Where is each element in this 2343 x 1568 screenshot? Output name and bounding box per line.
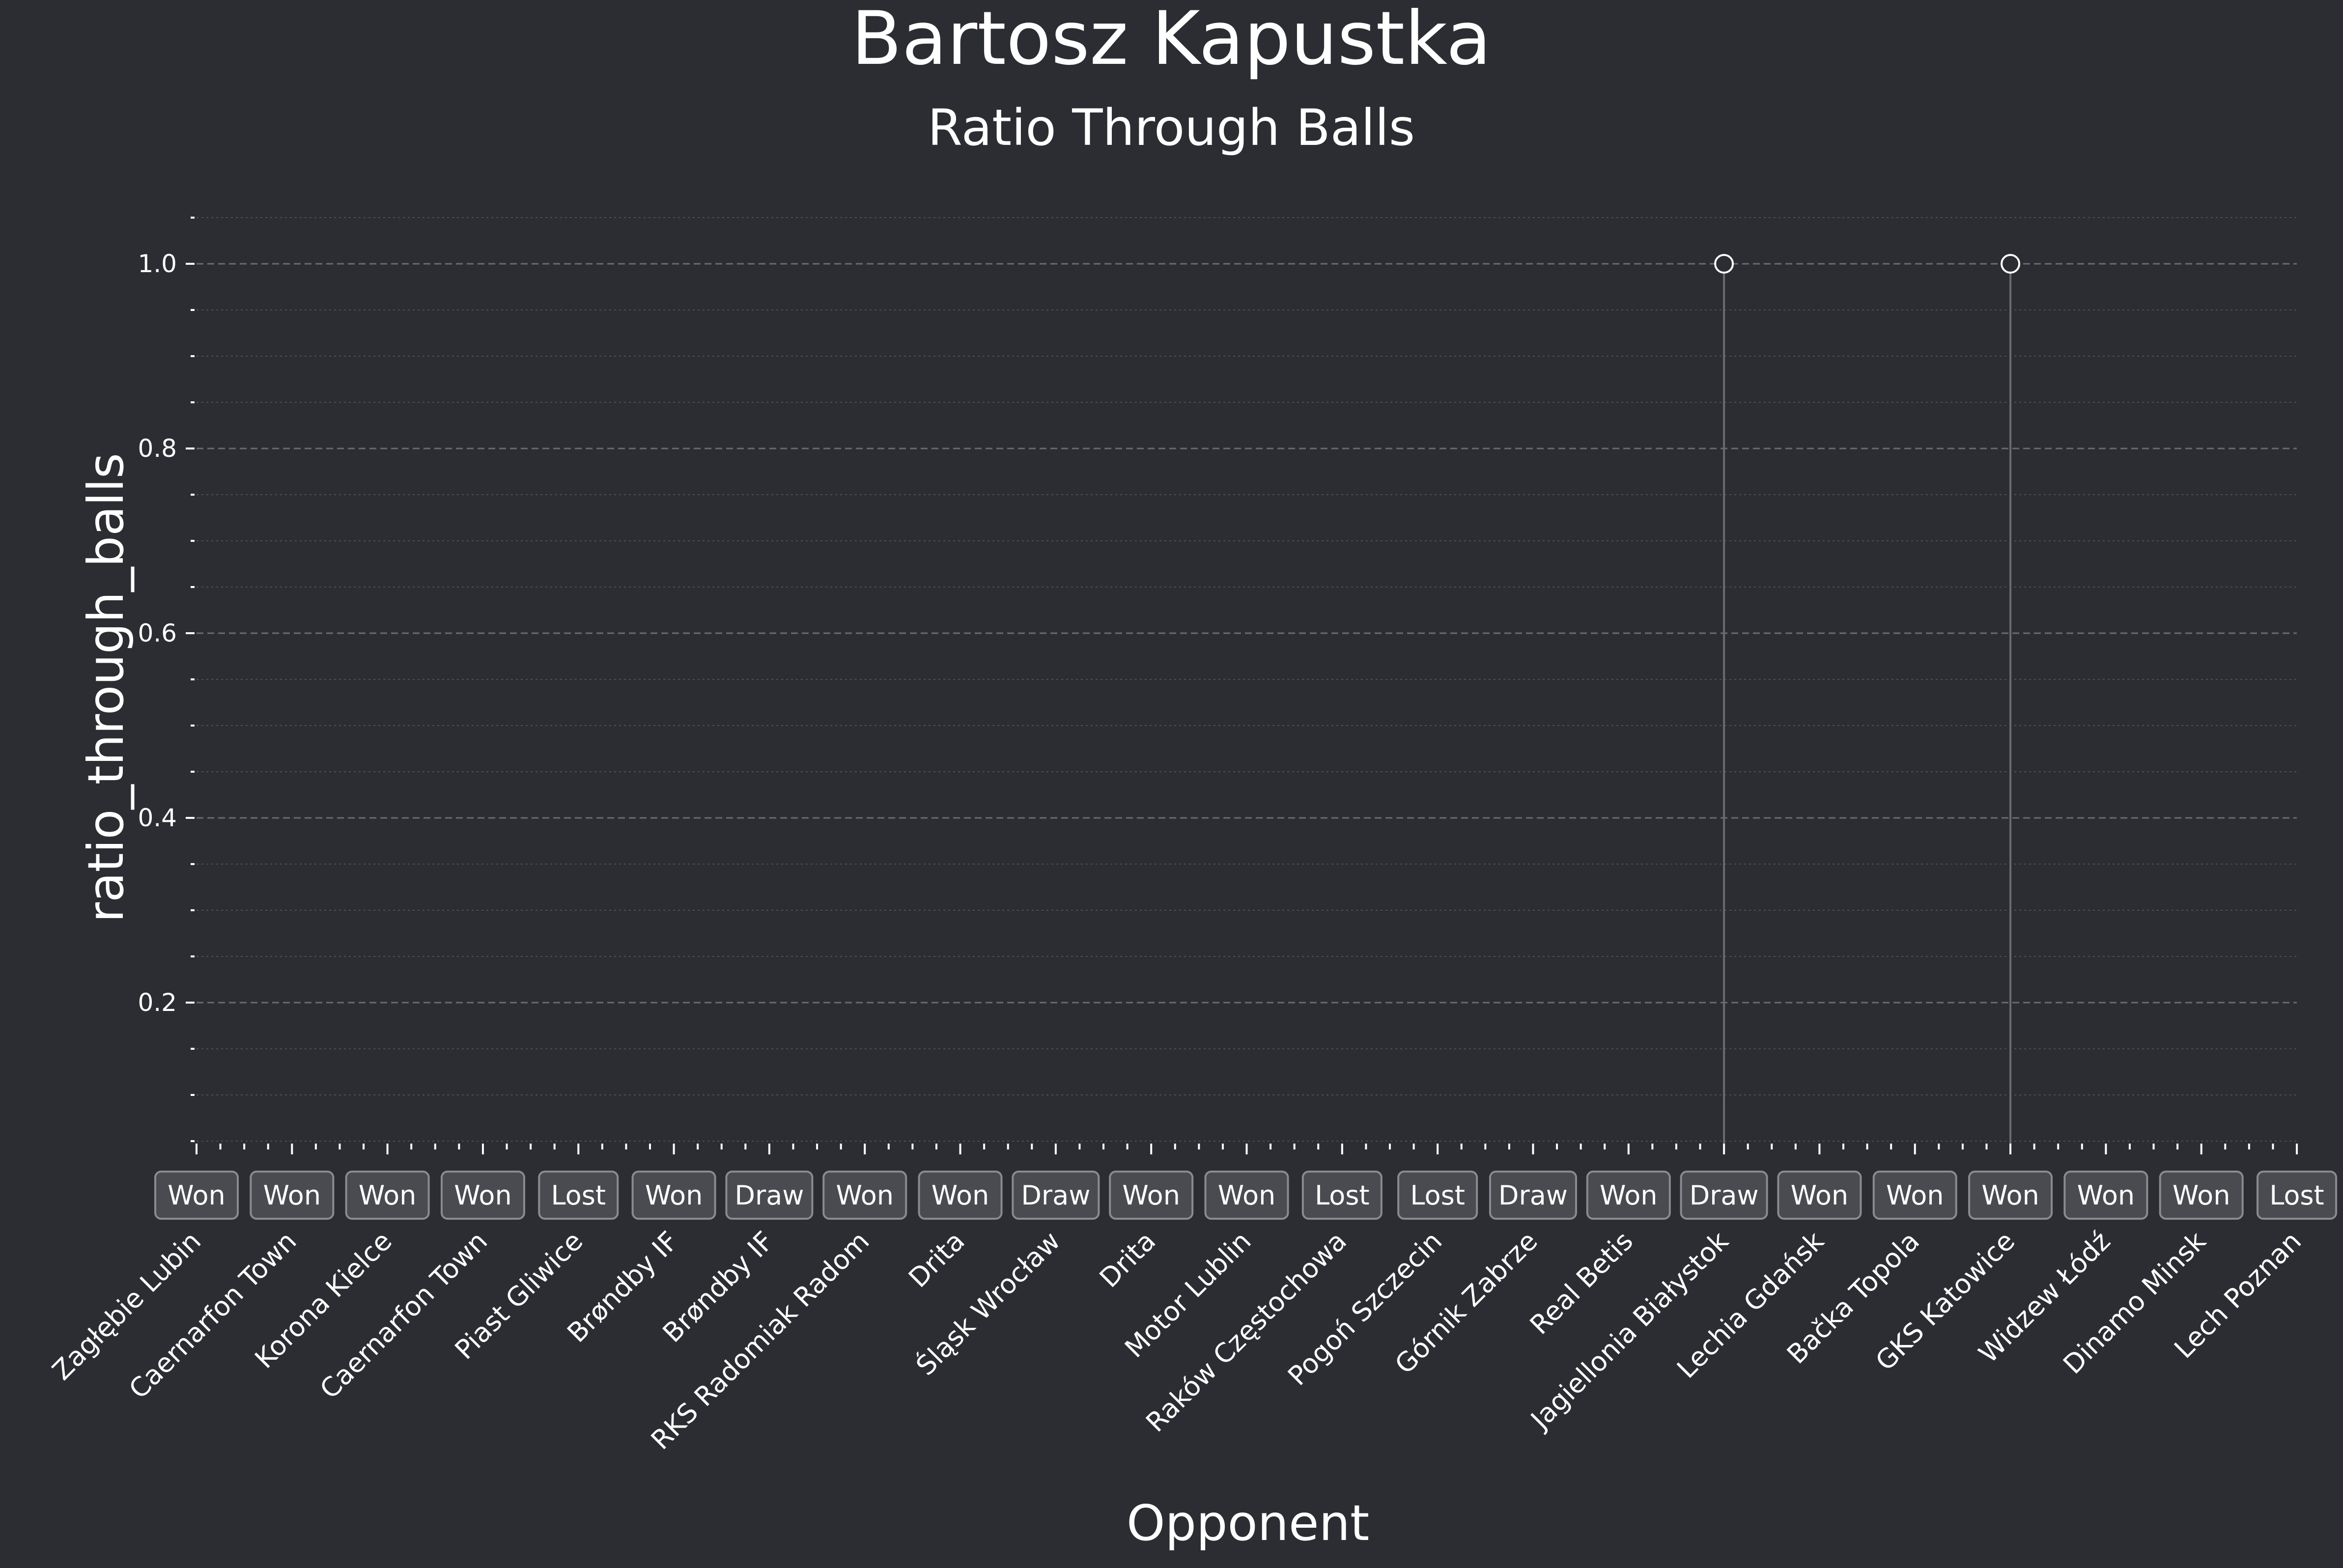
result-label: Won: [1791, 1180, 1849, 1211]
grid: [197, 217, 2297, 1142]
y-tick-label: 0.4: [138, 804, 177, 832]
result-badge: [1872, 1171, 1957, 1220]
result-label: Lost: [1410, 1180, 1465, 1211]
result-badge: [1968, 1171, 2053, 1220]
result-label: Won: [1600, 1180, 1658, 1211]
result-badge: [250, 1171, 335, 1220]
data-point: [1714, 254, 1734, 274]
result-label: Won: [932, 1180, 989, 1211]
result-badge: [2063, 1171, 2148, 1220]
y-tick-label: 1.0: [138, 250, 177, 278]
result-badge: [345, 1171, 430, 1220]
x-axis-label: Opponent: [1127, 1494, 1369, 1552]
result-badge: [1204, 1171, 1289, 1220]
x-tick-label: Drita: [903, 1226, 971, 1294]
result-badge: [1586, 1171, 1671, 1220]
result-label: Lost: [1315, 1180, 1369, 1211]
result-label: Won: [1981, 1180, 2039, 1211]
data-marks: [1714, 254, 2021, 1144]
y-tick-label: 0.8: [138, 434, 177, 463]
result-label: Won: [2173, 1180, 2230, 1211]
result-badge: [2159, 1171, 2244, 1220]
result-label: Draw: [1690, 1180, 1759, 1211]
result-badge: [918, 1171, 1003, 1220]
result-badge: [1489, 1171, 1577, 1220]
result-label: Won: [2077, 1180, 2135, 1211]
result-badge: [1777, 1171, 1862, 1220]
result-badge: [538, 1171, 619, 1220]
y-axis-label: ratio_through_balls: [77, 453, 135, 923]
result-badge: [725, 1171, 814, 1220]
result-badge: [1301, 1171, 1383, 1220]
result-label: Won: [645, 1180, 703, 1211]
result-badge: [1397, 1171, 1478, 1220]
y-tick-label: 0.2: [138, 988, 177, 1017]
result-label: Won: [836, 1180, 894, 1211]
result-badge: [631, 1171, 716, 1220]
result-badge: [1109, 1171, 1194, 1220]
result-label: Won: [359, 1180, 417, 1211]
data-point: [2001, 254, 2021, 274]
x-tick-label: Caernarfon Town: [123, 1226, 302, 1405]
result-label: Lost: [2269, 1180, 2324, 1211]
result-label: Won: [1886, 1180, 1944, 1211]
chart-title: Bartosz Kapustka: [851, 0, 1492, 82]
result-label: Won: [1218, 1180, 1276, 1211]
result-label: Won: [168, 1180, 226, 1211]
result-label: Draw: [1021, 1180, 1090, 1211]
y-tick-label: 0.6: [138, 619, 177, 647]
result-badge: [2257, 1171, 2337, 1220]
result-badge: [1012, 1171, 1100, 1220]
x-tick-label: Caernarfon Town: [314, 1226, 493, 1405]
result-label: Draw: [734, 1180, 804, 1211]
result-badge: [440, 1171, 525, 1220]
x-tick-label: Drita: [1094, 1226, 1162, 1294]
result-badge: [822, 1171, 907, 1220]
result-label: Won: [454, 1180, 512, 1211]
result-badge: [1680, 1171, 1768, 1220]
result-label: Draw: [1498, 1180, 1568, 1211]
chart-subtitle: Ratio Through Balls: [928, 99, 1415, 157]
result-label: Won: [263, 1180, 321, 1211]
result-badge: [154, 1171, 239, 1220]
result-label: Lost: [551, 1180, 606, 1211]
result-label: Won: [1122, 1180, 1180, 1211]
y-axis: 0.2 0.4 0.6 0.8 1.0: [138, 217, 195, 1142]
